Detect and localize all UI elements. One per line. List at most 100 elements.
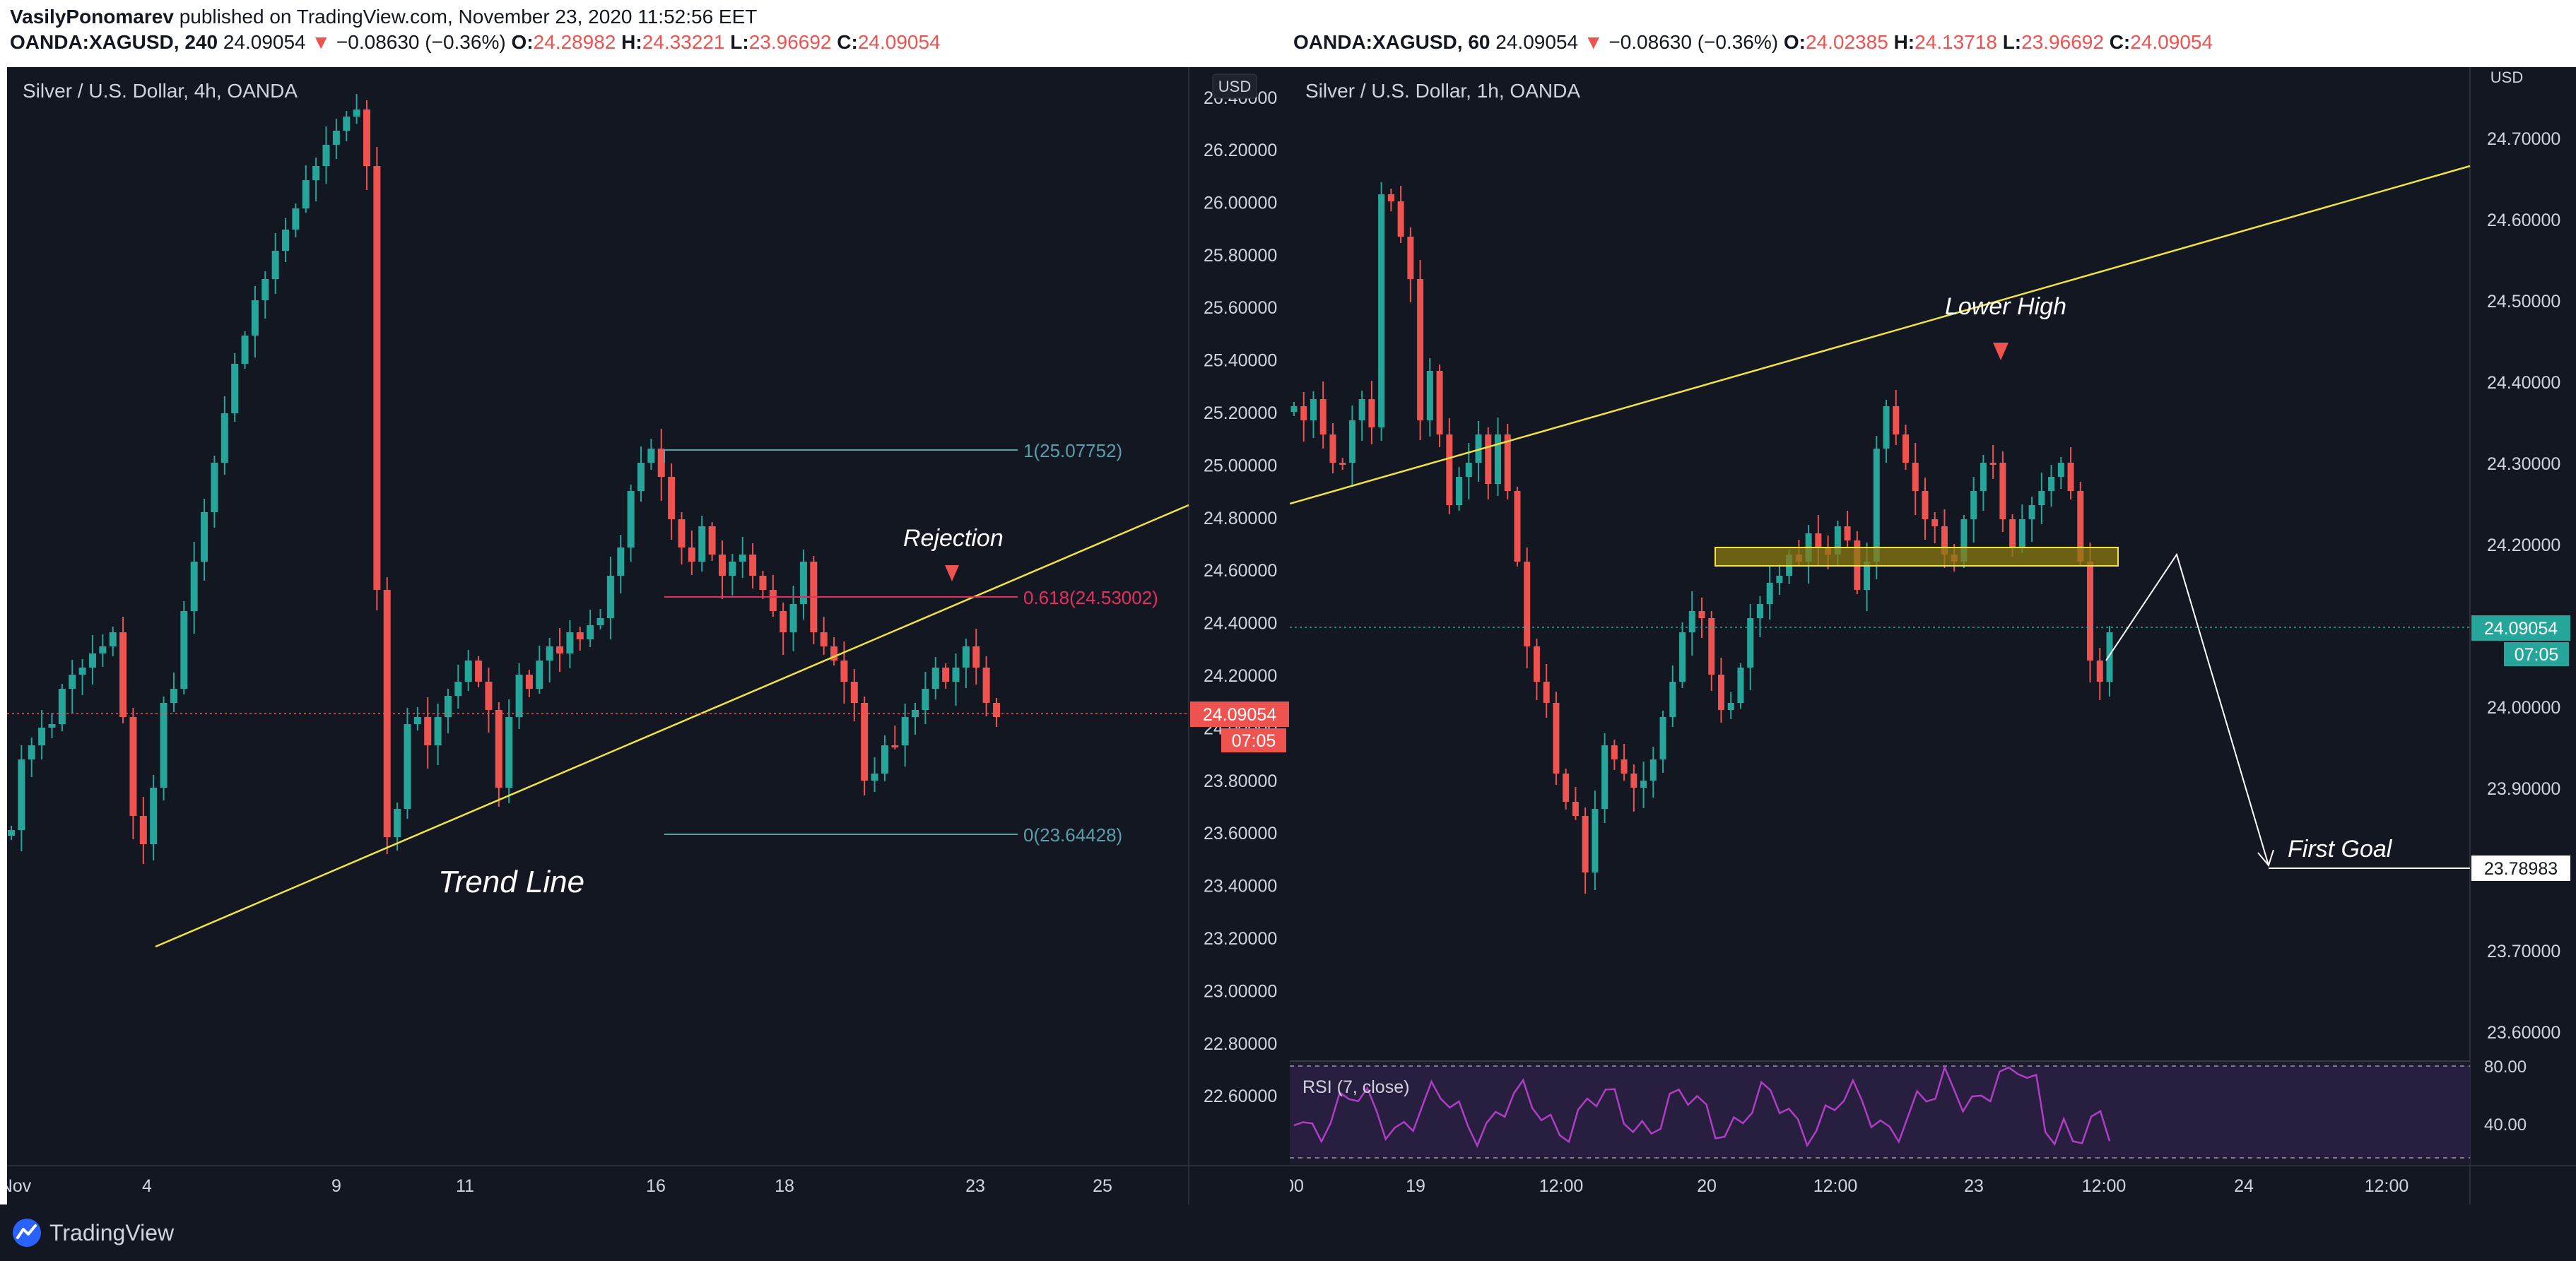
- candle-body: [119, 632, 127, 717]
- candle-body: [373, 166, 381, 590]
- candle-body: [170, 689, 177, 703]
- left-candles: [8, 94, 1000, 864]
- right-chart-panel[interactable]: RSI (7, close) 24.70000 24.60000 24.50000 2…: [1290, 67, 2576, 1204]
- right-time-axis[interactable]: 00 19 12:00 20 12:00 23 12:00 24 12:00: [1290, 1176, 2409, 1196]
- candle-body: [678, 519, 686, 547]
- right-chart-title: Silver / U.S. Dollar, 1h, OANDA: [1305, 80, 1581, 102]
- down-arrow-icon: ▼: [1583, 31, 1604, 53]
- high-label: H:: [1893, 31, 1915, 53]
- candle-body: [2087, 562, 2094, 661]
- last-price-value: 24.09054: [1203, 705, 1276, 725]
- trend-line-label[interactable]: Trend Line: [438, 865, 584, 899]
- right-price: 24.09054: [1495, 31, 1579, 53]
- candle-body: [627, 491, 635, 547]
- trend-line[interactable]: [155, 504, 1189, 948]
- candle-body: [363, 109, 370, 166]
- candle-body: [1688, 611, 1695, 632]
- lower-high-label[interactable]: Lower High: [1945, 293, 2066, 320]
- candle-body: [1970, 491, 1977, 519]
- candle-body: [404, 724, 411, 809]
- left-high: 24.33221: [642, 31, 725, 53]
- price-tick: 26.00000: [1204, 193, 1277, 213]
- price-tick: 23.40000: [1204, 877, 1277, 896]
- candle-body: [1999, 463, 2006, 519]
- candle-body: [1601, 745, 1608, 809]
- candle-body: [201, 512, 208, 562]
- first-goal-label[interactable]: First Goal: [2288, 836, 2393, 863]
- candle-body: [1300, 406, 1307, 420]
- right-open: 24.02385: [1805, 31, 1888, 53]
- candle-body: [2018, 519, 2025, 547]
- fib-label-1: 1(25.07752): [1023, 440, 1122, 461]
- left-price-axis[interactable]: 26.20000 26.00000 25.80000 25.60000 25.40000…: [1204, 88, 1277, 1106]
- candle-body: [840, 661, 848, 682]
- candle-body: [8, 830, 15, 836]
- candle-body: [789, 604, 797, 632]
- price-tick: 25.60000: [1204, 298, 1277, 318]
- candle-body: [1446, 434, 1453, 505]
- price-tick: 23.80000: [1204, 771, 1277, 791]
- candle-body: [698, 526, 706, 562]
- candle-body: [312, 166, 320, 180]
- candle-body: [820, 632, 828, 646]
- candle-body: [2077, 491, 2084, 562]
- candle-body: [688, 547, 695, 562]
- candle-body: [729, 562, 736, 576]
- candle-body: [1485, 434, 1492, 484]
- time-tick: 12:00: [2082, 1176, 2127, 1196]
- candle-body: [48, 724, 56, 728]
- price-tick: 23.90000: [2487, 779, 2560, 799]
- price-tick: 26.20000: [1204, 141, 1277, 160]
- price-tick: 22.60000: [1204, 1087, 1277, 1106]
- rsi-label[interactable]: RSI (7, close): [1302, 1077, 1409, 1097]
- price-tick: 24.60000: [2487, 211, 2560, 230]
- last-price-value: 24.09054: [2484, 619, 2558, 639]
- rsi-band: [1290, 1066, 2470, 1158]
- price-tick: 23.70000: [2487, 942, 2560, 961]
- candle-body: [1737, 668, 1744, 703]
- candle-body: [424, 717, 432, 745]
- left-chart-panel[interactable]: 26.20000 26.00000 25.80000 25.60000 25.40000…: [7, 67, 1290, 1204]
- time-tick: 00: [1290, 1176, 1304, 1196]
- tradingview-brand: TradingView: [49, 1219, 175, 1245]
- right-close: 24.09054: [2130, 31, 2213, 53]
- candle-body: [749, 555, 757, 576]
- candle-body: [1640, 781, 1647, 788]
- left-change: −0.08630 (−0.36%): [336, 31, 506, 53]
- author-name[interactable]: VasilyPonomarev: [10, 6, 174, 28]
- countdown-tag: [1221, 728, 1286, 752]
- candle-body: [515, 675, 523, 717]
- candle-body: [2057, 463, 2064, 477]
- projection-path[interactable]: [2105, 552, 2269, 866]
- candle-body: [1533, 646, 1540, 682]
- candle-body: [1708, 618, 1715, 675]
- time-tick: 19: [1406, 1176, 1425, 1196]
- time-tick: 25: [1093, 1176, 1112, 1196]
- candle-body: [1766, 583, 1773, 604]
- price-tick: 24.00000: [2487, 698, 2560, 718]
- candle-body: [1931, 519, 1939, 526]
- time-tick: 4: [142, 1176, 152, 1196]
- support-zone[interactable]: [1715, 547, 2119, 567]
- candle-body: [708, 526, 716, 555]
- rsi-tick-80: 80.00: [2484, 1058, 2527, 1077]
- left-time-axis[interactable]: Nov 4 9 11 16 18 23 25: [7, 1176, 1112, 1196]
- trend-line[interactable]: [1290, 165, 2471, 505]
- currency-badge[interactable]: [1212, 73, 1257, 99]
- candle-body: [495, 710, 502, 788]
- rejection-label[interactable]: Rejection: [903, 525, 1004, 552]
- candle-body: [1844, 526, 1851, 540]
- right-chart-svg[interactable]: RSI (7, close) 24.70000 24.60000 24.50000 2…: [1290, 67, 2576, 1204]
- tradingview-logo[interactable]: TradingView: [11, 1217, 174, 1248]
- time-tick: 23: [965, 1176, 985, 1196]
- candle-body: [1747, 618, 1754, 668]
- candle-body: [901, 717, 909, 745]
- rsi-tick-40: 40.00: [2484, 1115, 2527, 1135]
- candle-body: [88, 653, 96, 668]
- candle-body: [2009, 519, 2016, 547]
- candle-body: [972, 646, 980, 668]
- price-tick: 24.50000: [2487, 292, 2560, 312]
- time-tick: 12:00: [1813, 1176, 1858, 1196]
- left-chart-svg[interactable]: 26.20000 26.00000 25.80000 25.60000 25.40000…: [7, 67, 1290, 1204]
- candle-body: [1582, 816, 1589, 872]
